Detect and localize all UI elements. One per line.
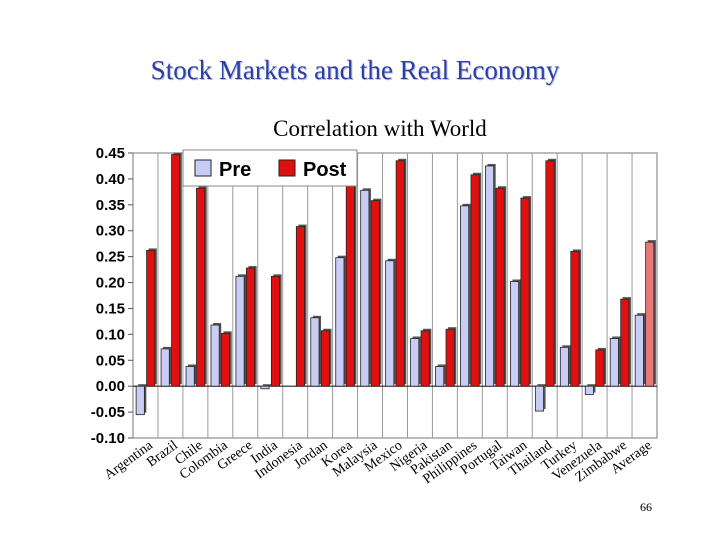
bar-pre [260,385,270,390]
bar-post [345,151,355,387]
legend-label-post: Post [303,159,347,181]
y-tick-label: 0.05 [96,352,125,369]
bar-post [420,330,430,387]
bar-pre [185,366,195,387]
bar-pre [609,338,619,387]
bar-post [520,197,530,387]
bar-pre [559,346,569,387]
bar-post [545,160,555,387]
bar-pre [534,385,544,412]
bar-post [270,275,280,387]
bar-pre [584,385,594,395]
bar-pre [160,348,170,387]
bar-post [295,226,305,387]
y-tick-label: -0.05 [91,404,125,421]
bar-post [320,330,330,387]
y-tick-label: 0.40 [96,171,125,188]
bar-pre [135,385,145,416]
bar-pre [335,257,345,387]
y-tick-label: 0.30 [96,223,125,240]
bar-post [395,160,405,387]
y-tick-label: 0.20 [96,275,125,292]
bar-post [445,328,455,387]
legend-box [182,149,358,187]
y-tick-label: 0.10 [96,326,125,343]
bar-post [196,187,206,387]
bar-post [370,200,380,387]
y-tick-label: 0.45 [96,145,125,162]
bar-post [221,332,231,387]
y-tick-label: 0.15 [96,300,125,317]
bar-pre-shadow [262,384,272,387]
y-tick-label: 0.35 [96,197,125,214]
bar-pre [460,205,470,387]
bar-post [171,154,181,387]
y-tick-label: -0.10 [91,430,125,447]
y-tick-label: 0.00 [96,378,125,395]
bar-post [595,349,605,387]
chart-title: Correlation with World [273,116,487,141]
bar-pre [385,260,395,387]
bar-post [146,250,156,387]
bar-pre [435,366,445,387]
bar-post [620,298,630,387]
bar-post [246,267,256,387]
slide-title: Stock Markets and the Real Economy [150,55,560,85]
bar-post [570,251,580,387]
bar-pre [485,165,495,387]
y-tick-label: 0.25 [96,249,125,266]
bar-post [470,174,480,387]
bar-post [495,187,505,387]
bar-pre [510,281,520,387]
bar-pre [310,317,320,387]
legend-swatch-pre [194,159,212,177]
bar-pre [235,275,245,387]
legend-label-pre: Pre [219,159,251,181]
bar-post [645,241,655,387]
bar-pre [410,338,420,387]
bar-pre [210,324,220,387]
bar-pre [634,314,644,387]
page-number: 66 [640,500,652,514]
legend-swatch-post [278,159,296,177]
bar-pre [360,189,370,387]
